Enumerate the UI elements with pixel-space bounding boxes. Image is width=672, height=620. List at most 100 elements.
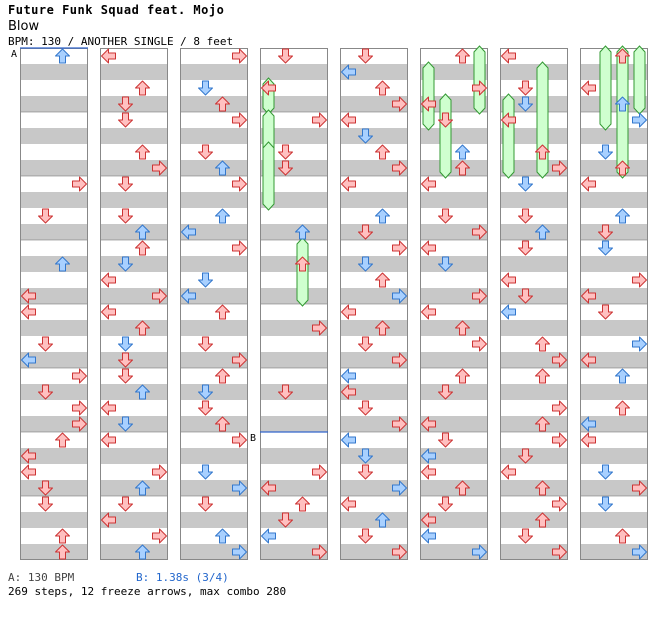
beat-stripe [20, 96, 88, 112]
right-arrow [72, 416, 87, 432]
beat-stripe [420, 352, 488, 368]
freeze-arrow [473, 45, 486, 115]
right-arrow [552, 496, 567, 512]
beat-stripe [340, 352, 408, 368]
beat-stripe [580, 384, 648, 400]
up-arrow [535, 368, 550, 384]
left-arrow [341, 304, 356, 320]
right-arrow [552, 160, 567, 176]
freeze-arrow [616, 45, 629, 179]
right-arrow [472, 224, 487, 240]
beat-stripe [260, 320, 328, 336]
down-arrow [278, 48, 293, 64]
beat-stripe [340, 448, 408, 464]
marker-b-label: B [250, 433, 256, 444]
up-arrow [535, 224, 550, 240]
beat-stripe [500, 160, 568, 176]
up-arrow [375, 512, 390, 528]
beat-stripe [100, 320, 168, 336]
right-arrow [152, 464, 167, 480]
up-arrow [135, 240, 150, 256]
right-arrow [312, 464, 327, 480]
beat-stripe [260, 128, 328, 144]
beat-stripe [100, 224, 168, 240]
down-arrow [358, 464, 373, 480]
down-arrow [38, 384, 53, 400]
beat-stripe [500, 480, 568, 496]
beat-stripe [420, 160, 488, 176]
right-arrow [632, 112, 647, 128]
beat-stripe [420, 224, 488, 240]
beat-stripe [20, 352, 88, 368]
left-arrow [581, 80, 596, 96]
down-arrow [198, 496, 213, 512]
down-arrow [358, 448, 373, 464]
up-arrow [615, 400, 630, 416]
right-arrow [392, 240, 407, 256]
beat-stripe [340, 288, 408, 304]
down-arrow [118, 416, 133, 432]
beat-stripe [100, 96, 168, 112]
down-arrow [598, 144, 613, 160]
right-arrow [312, 320, 327, 336]
right-arrow [392, 352, 407, 368]
chart-info: BPM: 130 / ANOTHER SINGLE / 8 feet [8, 35, 234, 48]
left-arrow [421, 176, 436, 192]
left-arrow [421, 96, 436, 112]
left-arrow [101, 304, 116, 320]
left-arrow [341, 64, 356, 80]
beat-stripe [340, 384, 408, 400]
up-arrow [135, 384, 150, 400]
bpm-b-label: B: 1.38s (3/4) [136, 571, 229, 584]
beat-stripe [260, 384, 328, 400]
down-arrow [198, 80, 213, 96]
beat-stripe [420, 256, 488, 272]
left-arrow [581, 176, 596, 192]
down-arrow [518, 208, 533, 224]
up-arrow [535, 416, 550, 432]
beat-stripe [340, 128, 408, 144]
beat-stripe [420, 384, 488, 400]
beat-stripe [260, 96, 328, 112]
left-arrow [261, 480, 276, 496]
right-arrow [232, 432, 247, 448]
beat-stripe [500, 64, 568, 80]
column-border [260, 48, 328, 560]
down-arrow [518, 448, 533, 464]
right-arrow [632, 480, 647, 496]
right-arrow [72, 368, 87, 384]
down-arrow [118, 96, 133, 112]
beat-stripe [180, 384, 248, 400]
up-arrow [535, 144, 550, 160]
up-arrow [615, 160, 630, 176]
right-arrow [312, 112, 327, 128]
left-arrow [421, 528, 436, 544]
beat-stripe [180, 352, 248, 368]
down-arrow [358, 336, 373, 352]
beat-stripe [100, 64, 168, 80]
down-arrow [598, 224, 613, 240]
down-arrow [198, 464, 213, 480]
beat-stripe [180, 448, 248, 464]
left-arrow [581, 288, 596, 304]
beat-stripe [420, 128, 488, 144]
beat-stripe [500, 224, 568, 240]
left-arrow [341, 368, 356, 384]
beat-stripe [180, 96, 248, 112]
beat-stripe [100, 512, 168, 528]
beat-stripe [180, 288, 248, 304]
right-arrow [392, 96, 407, 112]
right-arrow [552, 352, 567, 368]
down-arrow [38, 336, 53, 352]
beat-stripe [340, 544, 408, 560]
beat-stripe [500, 96, 568, 112]
beat-stripe [340, 192, 408, 208]
beat-stripe [20, 160, 88, 176]
up-arrow [615, 528, 630, 544]
beat-stripe [340, 64, 408, 80]
right-arrow [472, 336, 487, 352]
up-arrow [135, 224, 150, 240]
beat-stripe [420, 288, 488, 304]
down-arrow [518, 176, 533, 192]
down-arrow [358, 256, 373, 272]
